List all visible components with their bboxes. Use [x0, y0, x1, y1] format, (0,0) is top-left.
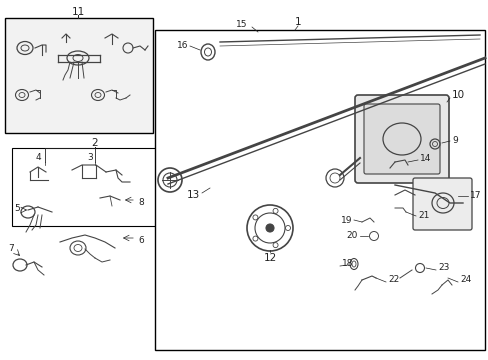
Text: 22: 22: [387, 275, 398, 284]
Text: 11: 11: [71, 7, 84, 17]
Text: 10: 10: [451, 90, 464, 100]
Text: 9: 9: [451, 135, 457, 144]
Text: 6: 6: [138, 235, 143, 244]
Text: 5: 5: [14, 203, 20, 212]
Text: 19: 19: [340, 216, 351, 225]
Bar: [155, 30, 484, 350]
Text: 15: 15: [236, 19, 247, 28]
Text: 17: 17: [469, 190, 481, 199]
Text: 1: 1: [294, 17, 301, 27]
FancyBboxPatch shape: [354, 95, 448, 183]
Text: 24: 24: [459, 275, 470, 284]
FancyBboxPatch shape: [363, 104, 439, 174]
Text: 3: 3: [87, 153, 93, 162]
Text: 4: 4: [35, 153, 41, 162]
Text: 16: 16: [176, 41, 187, 50]
Bar: [12, 148, 157, 226]
Text: 14: 14: [419, 153, 430, 162]
Text: 8: 8: [138, 198, 143, 207]
Ellipse shape: [265, 224, 273, 232]
Bar: [5, 18, 153, 133]
FancyBboxPatch shape: [412, 178, 471, 230]
Text: 20: 20: [346, 230, 357, 239]
Text: 2: 2: [92, 138, 98, 148]
Text: 12: 12: [263, 253, 276, 263]
Text: 7: 7: [8, 243, 14, 252]
Text: 21: 21: [417, 211, 428, 220]
Text: 13: 13: [186, 190, 200, 200]
Text: 23: 23: [437, 264, 448, 273]
Text: 18: 18: [341, 260, 353, 269]
